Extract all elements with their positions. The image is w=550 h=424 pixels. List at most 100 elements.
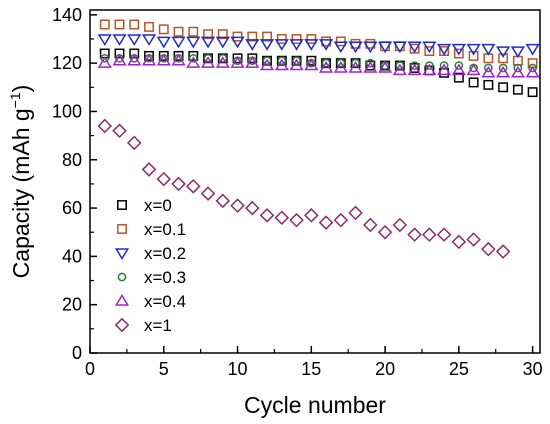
data-point: [127, 34, 142, 46]
data-point: [274, 58, 289, 71]
data-point: [392, 41, 407, 54]
data-point: [496, 46, 511, 59]
data-point: [188, 53, 198, 63]
legend: x=0 x=0.1 x=0.2 x=0.3 x=0.4 x=1: [114, 196, 186, 335]
legend-label: x=1: [144, 316, 172, 335]
data-point: [203, 53, 213, 63]
data-point: [392, 63, 407, 76]
data-point: [378, 61, 393, 73]
data-point: [528, 63, 537, 73]
data-point: [318, 61, 334, 73]
data-point: [363, 61, 378, 73]
data-point: [141, 53, 157, 66]
data-point: [186, 179, 201, 194]
data-point: [127, 53, 142, 66]
data-point: [112, 123, 127, 139]
data-point: [292, 56, 301, 66]
y-tick-label: 40: [62, 246, 82, 266]
data-point: [481, 241, 496, 257]
data-point: [348, 205, 363, 221]
data-point: [304, 208, 319, 223]
data-point: [156, 53, 171, 66]
x-tick-label: 25: [449, 359, 469, 379]
data-point: [513, 63, 523, 73]
x-tick-label: 10: [228, 359, 248, 379]
data-point: [126, 135, 142, 151]
data-point: [453, 72, 464, 83]
data-point: [156, 36, 171, 49]
data-point: [141, 162, 157, 177]
data-point: [158, 24, 169, 35]
data-point: [422, 227, 437, 242]
data-point: [451, 43, 466, 56]
data-point: [289, 39, 304, 51]
data-point: [232, 31, 243, 42]
data-point: [407, 41, 422, 54]
data-point: [378, 41, 393, 54]
data-point: [348, 61, 363, 73]
data-point: [439, 61, 449, 70]
data-point: [158, 50, 169, 61]
data-point: [333, 212, 349, 228]
data-point: [230, 56, 245, 68]
legend-label: x=0.3: [144, 268, 186, 287]
data-point: [377, 224, 393, 240]
data-point: [156, 171, 172, 187]
data-point: [144, 21, 154, 32]
data-point: [484, 63, 493, 73]
data-point: [203, 29, 213, 40]
legend-item: x=0.3: [117, 268, 186, 287]
data-point: [217, 29, 228, 40]
data-point: [510, 65, 525, 78]
y-tick-label: 20: [62, 295, 82, 315]
data-point: [395, 61, 405, 70]
data-point: [114, 48, 125, 59]
x-tick-label: 0: [85, 359, 95, 379]
data-point: [245, 56, 260, 68]
data-point: [498, 63, 508, 73]
data-point: [437, 43, 452, 56]
data-point: [453, 48, 464, 59]
data-point: [363, 41, 378, 54]
legend-marker: [117, 200, 127, 210]
data-point: [306, 34, 317, 44]
data-point: [114, 19, 125, 30]
data-point: [100, 53, 110, 63]
data-point: [218, 53, 228, 63]
y-axis: 0 20 40 60 80 100 120 140: [52, 5, 97, 363]
data-point: [129, 19, 140, 30]
data-point: [451, 63, 466, 76]
y-tick-label: 80: [62, 150, 82, 170]
data-point: [262, 56, 272, 66]
data-point: [173, 26, 184, 37]
y-tick-label: 60: [62, 198, 82, 218]
y-axis-title-end: ): [8, 85, 34, 93]
data-point: [451, 234, 467, 250]
data-point: [454, 61, 464, 70]
data-point: [321, 58, 331, 68]
legend-marker: [114, 294, 130, 306]
data-point: [186, 36, 201, 49]
data-point: [512, 84, 523, 95]
legend-item: x=0: [117, 196, 172, 215]
data-point: [215, 56, 230, 68]
data-point: [365, 58, 375, 68]
x-tick-label: 30: [523, 359, 543, 379]
data-point: [276, 34, 287, 44]
data-point: [304, 58, 319, 71]
data-point: [186, 56, 201, 68]
data-point: [437, 63, 452, 76]
x-axis-title: Cycle number: [244, 392, 386, 418]
data-point: [259, 39, 275, 51]
data-point: [336, 58, 346, 68]
data-point: [97, 56, 112, 68]
data-point: [466, 232, 481, 247]
legend-item: x=0.2: [114, 244, 186, 263]
x-tick-label: 15: [301, 359, 321, 379]
y-tick-label: 0: [72, 343, 82, 363]
data-point: [318, 39, 334, 51]
legend-marker: [117, 224, 127, 234]
data-point: [232, 53, 243, 64]
data-point: [468, 77, 479, 88]
data-point: [392, 217, 408, 233]
